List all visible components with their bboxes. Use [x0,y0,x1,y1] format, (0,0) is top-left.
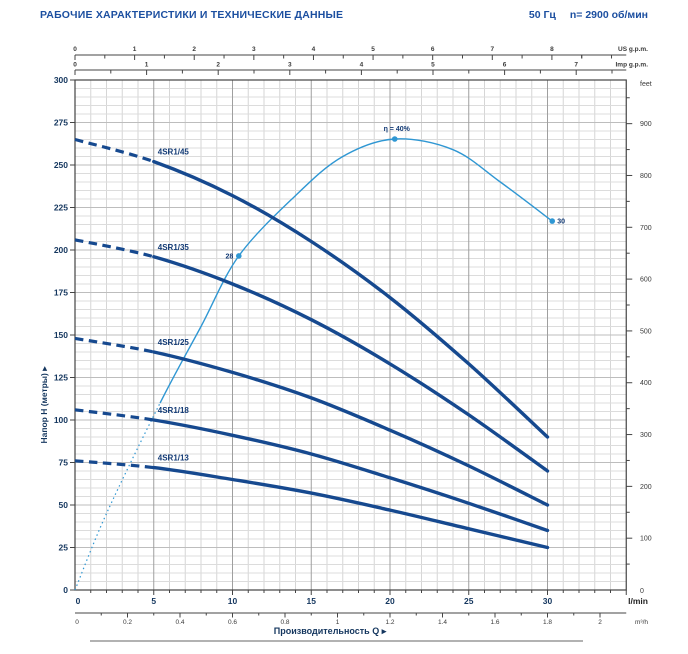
lmin-tick-label: 30 [543,596,553,606]
lmin-tick-label: 25 [464,596,474,606]
pump-curve-dashed-4SR1/35 [74,238,155,259]
pump-curve-label-4SR1/18: 4SR1/18 [158,406,190,415]
pump-curve-label-4SR1/13: 4SR1/13 [158,454,190,463]
us-gpm-tick-label: 2 [192,46,196,53]
pump-curve-dashed-4SR1/25 [74,336,155,354]
page-title: РАБОЧИЕ ХАРАКТЕРИСТИКИ И ТЕХНИЧЕСКИЕ ДАН… [40,9,344,21]
m3h-tick-label: 0.8 [280,619,289,626]
h-axis-tick-label: 0 [63,585,68,595]
h-axis-tick-label: 250 [54,160,68,170]
speed-label: n= 2900 об/мин [569,9,648,21]
feet-tick-label: 200 [640,484,652,491]
m3h-tick-label: 0 [75,619,79,626]
pump-curve-label-4SR1/35: 4SR1/35 [158,243,190,252]
pump-curve-4SR1/35 [152,255,550,473]
imp-gpm-tick-label: 5 [431,62,435,69]
imp-gpm-tick-label: 0 [73,62,77,69]
efficiency-marker [391,136,398,142]
m3h-tick-label: 2 [598,619,602,626]
efficiency-marker-label: 28 [226,253,234,260]
efficiency-marker-label: 30 [557,219,565,226]
feet-zero-label: 0 [640,588,644,595]
pump-curve-4SR1/25 [152,350,550,507]
h-axis-tick-label: 275 [54,118,68,128]
m3h-tick-label: 0.4 [175,619,184,626]
efficiency-curve [159,138,553,404]
feet-tick-label: 400 [640,380,652,387]
h-axis-tick-label: 225 [54,203,68,213]
us-gpm-tick-label: 4 [312,46,316,53]
feet-tick-label: 800 [640,173,652,180]
x-axis-caption: Производительность Q ▸ [274,626,387,636]
h-axis-tick-label: 200 [54,245,68,255]
us-gpm-tick-label: 7 [490,46,494,53]
feet-tick-label: 100 [640,536,652,543]
frequency-label: 50 Гц [528,9,556,21]
page-header: РАБОЧИЕ ХАРАКТЕРИСТИКИ И ТЕХНИЧЕСКИЕ ДАН… [0,0,688,34]
lmin-unit-label: l/min [628,596,648,606]
feet-tick-label: 700 [640,225,652,232]
motor-specs: 50 Гц n= 2900 об/мин [529,9,648,21]
us-gpm-tick-label: 0 [73,46,77,53]
m3h-unit-label: m³/h [635,619,648,626]
us-gpm-tick-label: 1 [133,46,137,53]
lmin-tick-label: 20 [385,596,395,606]
m3h-tick-label: 1.8 [543,619,552,626]
us-gpm-tick-label: 6 [431,46,435,53]
efficiency-marker [549,218,556,224]
m3h-tick-label: 1 [336,619,340,626]
y-axis-caption: Напор H (метры) ▸ [39,366,49,444]
pump-curve-dashed-4SR1/18 [74,408,155,422]
lmin-tick-label: 5 [151,596,156,606]
h-axis-tick-label: 175 [54,288,68,298]
imp-gpm-tick-label: 3 [288,62,292,69]
pump-curve-4SR1/13 [152,465,550,550]
pump-curve-dashed-4SR1/45 [74,137,155,164]
imp-gpm-tick-label: 1 [145,62,149,69]
imp-gpm-unit-label: Imp g.p.m. [616,62,649,69]
efficiency-marker-label: η = 40% [384,126,411,133]
pump-curve-label-4SR1/25: 4SR1/25 [158,338,190,347]
pump-curve-dashed-4SR1/13 [74,459,154,470]
pump-curve-4SR1/18 [152,418,550,533]
feet-tick-label: 900 [640,121,652,128]
feet-tick-label: 500 [640,328,652,335]
h-axis-tick-label: 150 [54,330,68,340]
h-axis-tick-label: 100 [54,415,68,425]
feet-tick-label: 600 [640,277,652,284]
imp-gpm-tick-label: 6 [503,62,507,69]
m3h-tick-label: 1.6 [490,619,499,626]
lmin-tick-label: 0 [76,596,81,606]
m3h-tick-label: 1.2 [385,619,394,626]
pump-curve-label-4SR1/45: 4SR1/45 [158,148,190,157]
imp-gpm-tick-label: 4 [360,62,364,69]
us-gpm-unit-label: US g.p.m. [618,46,648,53]
h-axis-tick-label: 125 [54,373,68,383]
pump-curve-4SR1/45 [152,159,550,439]
h-axis-tick-label: 75 [59,458,69,468]
lmin-tick-label: 15 [307,596,317,606]
lmin-tick-label: 10 [228,596,238,606]
h-axis-tick-label: 25 [59,543,69,553]
m3h-tick-label: 1.4 [438,619,447,626]
m3h-tick-label: 0.6 [228,619,237,626]
imp-gpm-tick-label: 7 [574,62,578,69]
us-gpm-tick-label: 8 [550,46,554,53]
us-gpm-tick-label: 3 [252,46,256,53]
h-axis-tick-label: 50 [59,500,69,510]
feet-tick-label: 300 [640,432,652,439]
h-axis-tick-label: 300 [54,75,68,85]
efficiency-marker [236,253,242,259]
us-gpm-tick-label: 5 [371,46,375,53]
feet-unit-label: feet [640,81,652,88]
imp-gpm-tick-label: 2 [216,62,220,69]
m3h-tick-label: 0.2 [123,619,132,626]
